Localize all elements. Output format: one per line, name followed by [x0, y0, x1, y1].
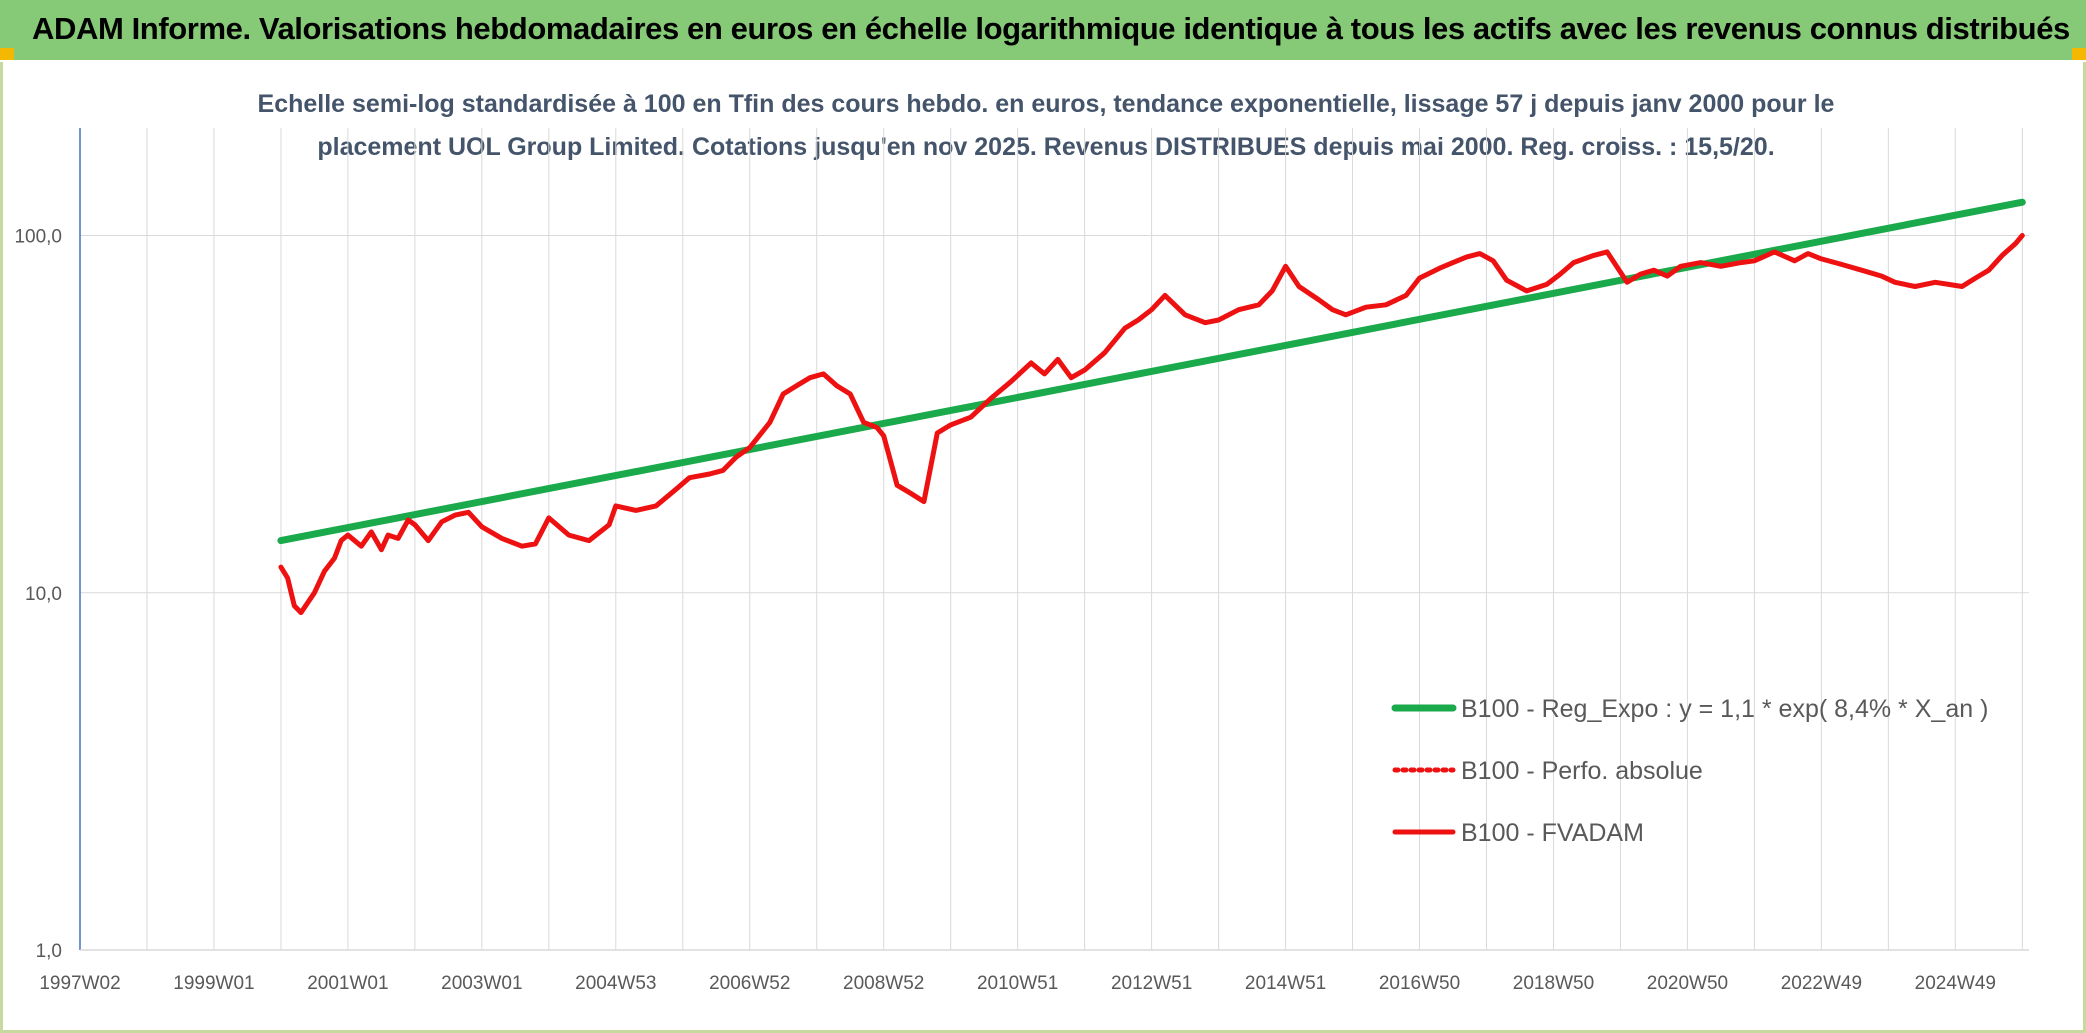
x-tick-label: 1997W02 [39, 973, 120, 994]
fvadam-line [278, 233, 2025, 616]
legend-label: B100 - Perfo. absolue [1461, 757, 1703, 785]
report-title: ADAM Informe. Valorisations hebdomadaire… [32, 11, 2070, 46]
report-header: ADAM Informe. Valorisations hebdomadaire… [0, 0, 2086, 60]
legend-label: B100 - FVADAM [1461, 819, 1644, 847]
x-tick-label: 2014W51 [1245, 973, 1326, 994]
y-tick-label: 10,0 [25, 584, 62, 605]
chart-title-line-1: Echelle semi-log standardisée à 100 en T… [257, 90, 1835, 118]
x-tick-label: 2012W51 [1111, 973, 1192, 994]
regression-line [277, 198, 2026, 545]
x-tick-label: 2008W52 [843, 973, 924, 994]
x-tick-label: 2016W50 [1379, 973, 1460, 994]
x-tick-label: 2018W50 [1513, 973, 1594, 994]
chart-plot: 1,0 10,0 100,0 1997W02 1999W01 2001W01 2003W01… [14, 128, 2029, 994]
corner-accent-left [0, 48, 14, 60]
x-tick-label: 2003W01 [441, 973, 522, 994]
corner-accent-right [2072, 48, 2086, 60]
x-tick-label: 2022W49 [1781, 973, 1862, 994]
y-tick-label: 1,0 [36, 941, 62, 962]
x-tick-label: 1999W01 [173, 973, 254, 994]
x-tick-label: 2006W52 [709, 973, 790, 994]
x-tick-label: 2004W53 [575, 973, 656, 994]
x-tick-label: 2001W01 [307, 973, 388, 994]
x-tick-label: 2024W49 [1915, 973, 1996, 994]
y-tick-label: 100,0 [14, 227, 62, 248]
legend-label: B100 - Reg_Expo : y = 1,1 * exp( 8,4% * … [1461, 695, 1988, 723]
x-tick-label: 2010W51 [977, 973, 1058, 994]
x-tick-label: 2020W50 [1647, 973, 1728, 994]
chart-title-line-2: placement UOL Group Limited. Cotations j… [317, 133, 1775, 161]
chart-area: Echelle semi-log standardisée à 100 en T… [0, 62, 2086, 1033]
